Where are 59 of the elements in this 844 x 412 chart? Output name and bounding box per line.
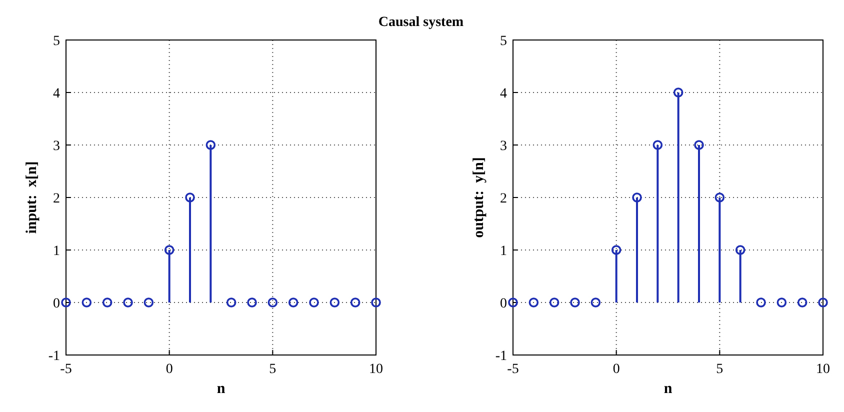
point [247,298,257,308]
y-tick-label: 4 [53,86,60,102]
point [330,298,340,308]
y-tick-label: 5 [500,34,507,49]
point [673,88,684,98]
point [102,298,112,308]
point [570,298,580,308]
y-tick-label: 2 [500,191,507,206]
point [549,298,560,308]
point [123,298,133,308]
point [144,298,154,308]
y-tick-label: 2 [53,191,60,206]
point [632,192,642,202]
point [185,192,195,202]
point [694,140,704,150]
y-tick-label: -1 [48,348,60,364]
point [288,298,298,308]
y-tick-label: 3 [53,138,60,154]
point [206,140,216,150]
point [164,245,174,255]
x-tick-label: -5 [507,362,519,377]
y-tick-label: 4 [500,86,507,102]
point [611,245,622,255]
text: Causal system [378,15,464,30]
point [652,140,663,150]
point [350,298,360,308]
y-tick-label: 1 [500,244,507,259]
y-tick-label: 5 [53,34,60,49]
point [590,298,601,308]
point [528,298,539,308]
x-tick-label: -5 [60,362,72,377]
point [371,298,381,308]
point [818,298,828,308]
point [508,298,518,308]
point [309,298,319,308]
y-axis-title: output: y[n] [471,157,487,238]
y-tick-label: 0 [53,296,60,312]
y-axis-title: input: x[n] [24,161,40,234]
y-tick-label: -1 [495,348,507,364]
x-tick-label: 0 [612,362,620,377]
x-axis-title: n [664,381,673,397]
point [82,298,92,308]
point [735,245,746,255]
point [776,298,787,308]
x-axis-title: n [216,381,226,397]
x-tick-label: 10 [816,362,830,377]
x-tick-label: 5 [716,362,724,377]
y-tick-label: 3 [500,138,507,154]
point [61,298,71,308]
x-tick-label: 5 [269,362,276,377]
y-tick-label: 1 [53,244,60,259]
point [756,298,766,308]
point [797,298,808,308]
y-tick-label: 0 [500,296,507,312]
point [268,298,278,308]
x-tick-label: 10 [369,362,383,377]
x-tick-label: 0 [166,362,173,377]
point [714,192,725,202]
point [226,298,236,308]
